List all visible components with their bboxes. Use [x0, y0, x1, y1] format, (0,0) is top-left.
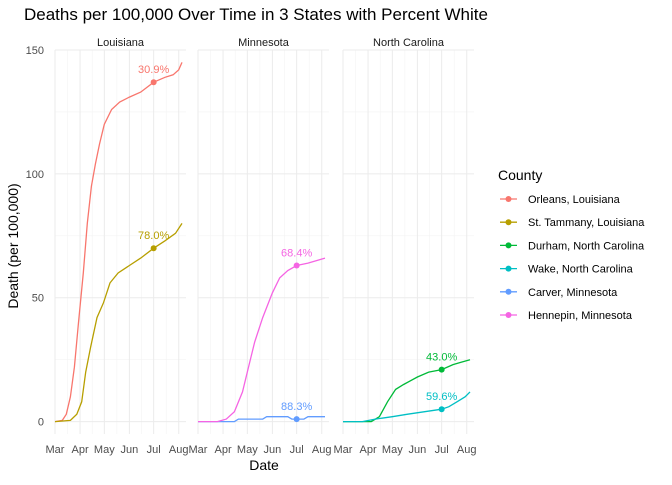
x-tick-label: May [382, 444, 403, 456]
annotation-point [150, 79, 157, 86]
y-axis-title: Death (per 100,000) [5, 183, 21, 308]
legend: County Orleans, Louisiana St. Tammany, Lo… [498, 167, 645, 322]
y-tick-label: 150 [26, 45, 44, 57]
panel-north-carolina: North Carolina Mar Apr May Jun Jul Aug 43.0% 59.… [334, 37, 477, 456]
legend-point [505, 312, 512, 318]
annotation-label: 68.4% [281, 248, 312, 260]
x-tick-label: May [237, 444, 258, 456]
y-axis-ticks: 0 50 100 150 [26, 45, 44, 429]
y-tick-label: 50 [32, 293, 44, 305]
x-tick-label: Aug [169, 444, 189, 456]
series-line [343, 391, 471, 423]
x-tick-label: Jun [264, 444, 282, 456]
series-line [54, 223, 183, 423]
series-line [343, 359, 471, 423]
x-tick-label: Aug [457, 444, 477, 456]
x-tick-label: Jul [290, 444, 304, 456]
legend-point [505, 219, 512, 226]
x-tick-label: Jun [409, 444, 427, 456]
legend-item: Hennepin, Minnesota [500, 310, 633, 322]
x-tick-label: Mar [334, 444, 353, 456]
series-line [198, 257, 326, 423]
legend-label: Hennepin, Minnesota [528, 310, 633, 322]
x-tick-label: Mar [46, 444, 65, 456]
x-axis-title: Date [249, 457, 279, 473]
legend-item: Wake, North Carolina [500, 264, 634, 276]
legend-label: St. Tammany, Louisiana [528, 217, 645, 229]
legend-label: Orleans, Louisiana [528, 194, 621, 206]
panel-louisiana: Louisiana Mar Apr May Jun Jul Aug 30.9% 78.0% [46, 37, 189, 456]
annotation-label: 88.3% [281, 401, 312, 413]
facet-label: North Carolina [373, 37, 445, 49]
legend-item: St. Tammany, Louisiana [500, 217, 645, 229]
legend-label: Carver, Minnesota [528, 287, 618, 299]
series-line [54, 62, 183, 423]
y-tick-label: 0 [38, 417, 44, 429]
series-line [198, 416, 325, 423]
x-tick-label: Apr [215, 444, 232, 456]
annotation-point [150, 245, 157, 252]
x-tick-label: Jul [435, 444, 449, 456]
legend-item: Orleans, Louisiana [500, 194, 621, 206]
x-tick-label: Jun [121, 444, 139, 456]
annotation-point [293, 262, 300, 269]
legend-item: Carver, Minnesota [500, 287, 618, 299]
legend-point [505, 288, 512, 295]
x-tick-label: Apr [72, 444, 89, 456]
legend-title: County [498, 167, 542, 183]
facet-label: Minnesota [238, 37, 290, 49]
legend-point [505, 196, 512, 202]
legend-item: Durham, North Carolina [500, 240, 645, 252]
chart-title: Deaths per 100,000 Over Time in 3 States… [24, 5, 488, 24]
panel-minnesota: Minnesota Mar Apr May Jun Jul Aug 88.3% 68.4% [189, 37, 332, 456]
x-tick-label: Aug [312, 444, 332, 456]
annotation-point [293, 416, 300, 423]
annotation-label: 59.6% [426, 391, 457, 403]
legend-label: Wake, North Carolina [528, 264, 634, 276]
annotation-point [438, 406, 445, 413]
x-tick-label: May [94, 444, 115, 456]
annotation-label: 43.0% [426, 352, 457, 364]
annotation-label: 30.9% [138, 64, 169, 76]
x-tick-label: Jul [147, 444, 161, 456]
legend-point [505, 265, 512, 272]
annotation-point [438, 366, 445, 373]
legend-label: Durham, North Carolina [528, 240, 645, 252]
annotation-label: 78.0% [138, 230, 169, 242]
x-tick-label: Apr [360, 444, 377, 456]
y-tick-label: 100 [26, 169, 44, 181]
panels: Louisiana Mar Apr May Jun Jul Aug 30.9% 78.0% Min… [46, 37, 477, 456]
facet-label: Louisiana [97, 37, 145, 49]
legend-point [505, 242, 512, 249]
x-tick-label: Mar [189, 444, 208, 456]
